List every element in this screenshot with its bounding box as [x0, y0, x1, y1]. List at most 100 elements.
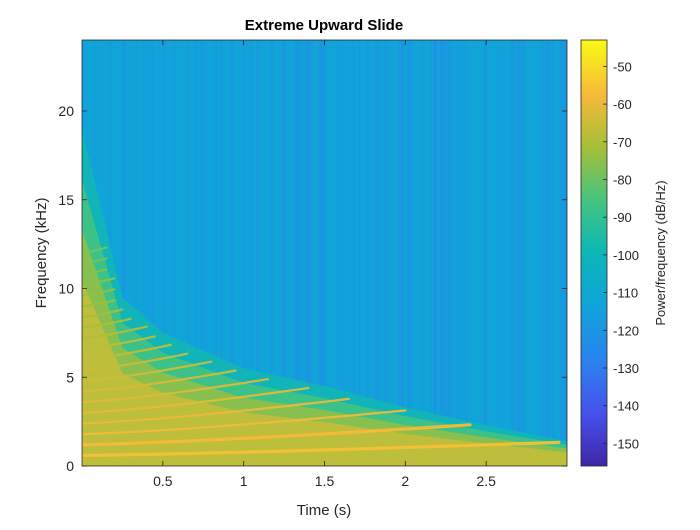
noise-stripe	[213, 40, 217, 466]
noise-stripe	[337, 40, 339, 466]
noise-stripe	[229, 40, 232, 466]
noise-stripe	[159, 40, 162, 466]
noise-stripe	[365, 40, 369, 466]
noise-stripe	[400, 40, 404, 466]
noise-stripe	[384, 40, 387, 466]
noise-stripe	[547, 40, 549, 466]
noise-stripe	[435, 40, 438, 466]
noise-stripe	[540, 40, 543, 466]
noise-stripe	[156, 40, 160, 466]
noise-stripe	[305, 40, 309, 466]
harmonic-partial	[82, 288, 116, 297]
colorbar-tick-label: -70	[613, 135, 632, 150]
colorbar-tick-label: -100	[613, 248, 639, 263]
harmonic-partial	[82, 335, 156, 350]
noise-stripe	[232, 40, 234, 466]
colorbar-tick-label: -140	[613, 399, 639, 414]
noise-stripe	[163, 40, 167, 466]
noise-stripe	[501, 40, 503, 466]
noise-stripe	[205, 40, 208, 466]
harmonic-partial	[82, 308, 124, 318]
x-tick-label: 0.5	[153, 473, 173, 489]
noise-stripe	[398, 40, 401, 466]
harmonic-partial	[82, 409, 407, 436]
x-axis: 0.5 1 1.5 2 2.5	[153, 40, 496, 489]
colorbar	[580, 39, 608, 467]
noise-stripe	[512, 40, 515, 466]
colorbar-tick-label: -110	[613, 286, 638, 301]
noise-stripe	[442, 40, 445, 466]
noise-stripe	[463, 40, 467, 466]
noise-stripe	[412, 40, 414, 466]
noise-stripe	[484, 40, 487, 466]
noise-stripe	[120, 40, 123, 466]
harmonic-partial	[82, 386, 310, 414]
noise-stripe	[318, 40, 321, 466]
noise-stripe	[242, 40, 244, 466]
x-tick-label: 2	[401, 473, 409, 489]
noise-stripe	[190, 40, 192, 466]
noise-stripe	[134, 40, 137, 466]
noise-stripe	[300, 40, 303, 466]
noise-stripe	[542, 40, 544, 466]
chart-title: Extreme Upward Slide	[245, 17, 403, 34]
noise-stripe	[186, 40, 190, 466]
noise-stripe	[545, 40, 548, 466]
noise-stripe	[250, 40, 254, 466]
noise-stripe	[358, 40, 360, 466]
noise-stripe	[284, 40, 287, 466]
noise-stripe	[516, 40, 518, 466]
x-tick-label: 1.5	[315, 473, 335, 489]
noise-stripe	[402, 40, 404, 466]
harmonic-partial	[82, 343, 172, 361]
noise-stripe	[123, 40, 126, 466]
noise-stripe	[460, 40, 462, 466]
harmonic-partial	[82, 277, 116, 287]
noise-stripe	[125, 40, 127, 466]
noise-stripe	[379, 40, 381, 466]
noise-stripe	[410, 40, 412, 466]
harmonic-partial	[82, 360, 213, 382]
colorbar-tick-label: -120	[613, 323, 639, 338]
y-tick-label: 5	[66, 369, 74, 385]
noise-stripe	[510, 40, 513, 466]
noise-stripe	[196, 40, 199, 466]
noise-stripe	[244, 40, 248, 466]
x-axis-label: Time (s)	[297, 502, 351, 519]
noise-stripe	[173, 40, 177, 466]
noise-stripe	[465, 40, 467, 466]
colorbar-tick-label: -90	[613, 210, 632, 225]
noise-stripe	[136, 40, 138, 466]
noise-stripe	[421, 40, 424, 466]
noise-stripe	[447, 40, 450, 466]
y-tick-label: 15	[58, 192, 74, 208]
harmonic-partial	[82, 246, 108, 255]
colorbar-tick-label: -80	[613, 172, 632, 187]
noise-stripe	[122, 40, 124, 466]
harmonic-partial	[82, 369, 237, 393]
noise-stripe	[456, 40, 459, 466]
noise-stripe	[522, 40, 525, 466]
colorbar-label: Power/frequency (dB/Hz)	[653, 180, 668, 325]
harmonic-partial	[82, 325, 148, 340]
noise-stripe	[340, 40, 344, 466]
noise-stripe	[297, 40, 301, 466]
noise-stripe	[201, 40, 203, 466]
noise-stripe	[148, 40, 150, 466]
energy-region	[82, 280, 567, 466]
noise-stripe	[444, 40, 447, 466]
noise-stripe	[518, 40, 521, 466]
noise-stripe	[433, 40, 435, 466]
y-axis: 0 5 10 15 20	[58, 103, 567, 474]
noise-stripe	[407, 40, 411, 466]
noise-stripe	[562, 40, 564, 466]
noise-stripe	[564, 40, 567, 466]
noise-stripe	[377, 40, 380, 466]
noise-stripe	[307, 40, 311, 466]
harmonic-partial	[82, 299, 116, 308]
noise-stripe	[256, 40, 260, 466]
noise-stripe	[305, 40, 307, 466]
noise-stripe	[548, 40, 551, 466]
noise-stripe	[140, 40, 143, 466]
